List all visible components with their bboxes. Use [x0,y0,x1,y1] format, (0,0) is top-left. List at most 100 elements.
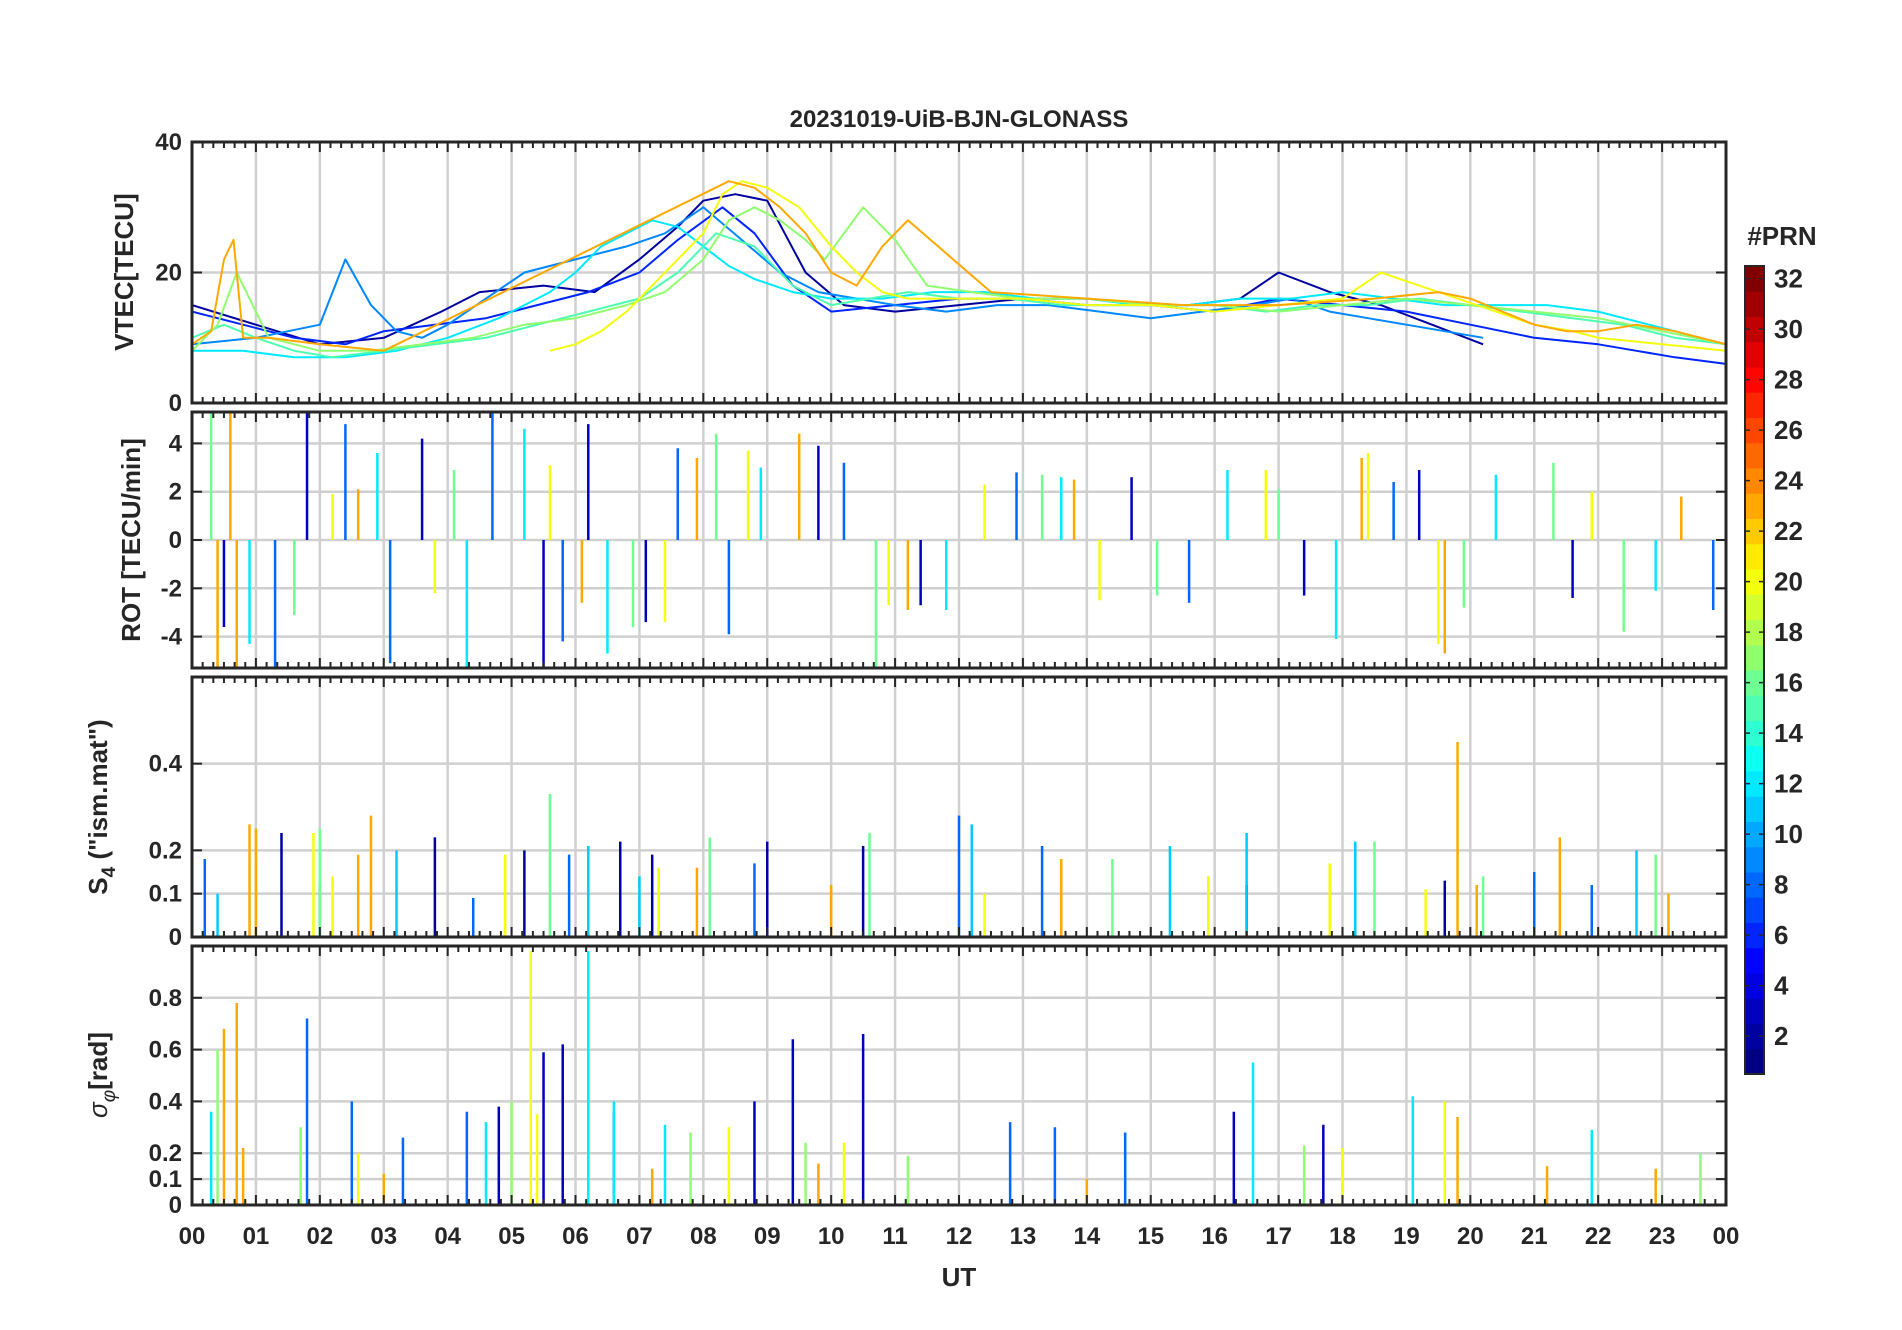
s4-ylabel-main: S [83,877,113,894]
x-tick-label: 07 [626,1223,653,1250]
colorbar-segment [1745,619,1764,646]
colorbar-ticks: 32 30 28 26 24 22 20 18 16 14 12 10 8 6 4 2 [1745,264,1803,1051]
colorbar-tick-label: 26 [1774,415,1803,445]
colorbar-segment [1745,745,1764,772]
series-line-prn-23 [192,180,1726,352]
colorbar-segment [1745,442,1764,469]
y-tick-label: 4 [169,430,183,457]
colorbar-frame [1744,265,1765,1075]
chart-title: 20231019-UiB-BJN-GLONASS [790,106,1129,133]
sigma-ylabel: σφ[rad] [83,1032,120,1118]
s4-ylabel: S4 ("ism.mat") [83,719,120,894]
colorbar-segment [1745,897,1764,923]
rot-ticks: -4 -2 0 2 4 [161,412,1726,668]
colorbar-segment [1745,569,1764,595]
colorbar-tick-label: 18 [1774,617,1803,647]
y-tick-label: 0 [169,1192,182,1219]
x-tick-label: 11 [882,1223,907,1250]
series-line-prn-2 [192,193,1484,346]
x-tick-label: 23 [1649,1223,1676,1250]
x-tick-label: 00 [179,1223,206,1250]
sigma-ylabel-rest: [rad] [83,1032,113,1090]
x-tick-label: 22 [1585,1223,1612,1250]
colorbar-tick-label: 2 [1774,1021,1788,1051]
colorbar-segment [1745,872,1764,898]
colorbar-title: #PRN [1747,221,1816,251]
sigma-ylabel-main: σ [83,1101,113,1118]
y-tick-label: 40 [155,129,182,156]
rot-ylabel: ROT [TECU/min] [116,438,146,642]
y-tick-label: 0 [169,390,182,417]
y-tick-label: -2 [161,575,182,602]
colorbar-segment [1745,796,1764,822]
panel-s4: 0 0.1 0.2 0.4 S4 ("ism.mat") [83,675,1728,951]
colorbar-segment [1745,670,1764,696]
vtec-ticks: 0 20 40 [155,129,1726,417]
x-tick-label: 02 [306,1223,333,1250]
x-tick-label: 13 [1010,1223,1037,1250]
series-line-prn-6 [192,206,1726,365]
colorbar-segment [1745,973,1764,999]
y-tick-label: 0 [169,924,182,951]
y-tick-label: 0 [169,527,182,554]
y-tick-label: 0.2 [149,837,182,864]
colorbar-segment [1745,291,1764,317]
x-tick-label: 03 [370,1223,397,1250]
colorbar-segment [1745,341,1764,368]
x-tick-label: 17 [1265,1223,1292,1250]
colorbar-tick-label: 28 [1774,365,1803,395]
s4-ticks: 0 0.1 0.2 0.4 [149,677,1726,951]
colorbar-tick-label: 12 [1774,769,1803,799]
vtec-series [192,180,1726,365]
x-axis-label: UT [942,1262,977,1292]
colorbar-tick-label: 10 [1774,819,1803,849]
colorbar-segment [1745,644,1764,671]
colorbar-tick-label: 20 [1774,567,1803,597]
x-tick-labels: 00 01 02 03 04 05 06 07 08 09 10 11 12 13 14 15 16 17 18 19… [179,1223,1740,1250]
y-tick-label: 0.2 [149,1140,182,1167]
x-tick-label: 12 [946,1223,973,1250]
colorbar-segment [1745,266,1764,292]
s4-ylabel-sub: 4 [99,866,120,877]
x-tick-label: 18 [1329,1223,1356,1250]
colorbar-segment [1745,468,1764,494]
colorbar-segment [1745,1048,1764,1075]
colorbar: #PRN 32 30 28 26 24 22 20 18 16 14 12 10 8 6 4 2 [1744,221,1817,1075]
colorbar-segments [1745,266,1764,1075]
x-tick-label: 16 [1201,1223,1228,1250]
colorbar-tick-label: 8 [1774,870,1788,900]
series-line-prn-12 [192,219,1726,359]
series-line-prn-20 [549,180,1726,352]
colorbar-tick-label: 4 [1774,971,1789,1001]
x-tick-label: 09 [754,1223,781,1250]
colorbar-segment [1745,947,1764,974]
sigma-ylabel-sub: φ [99,1090,120,1102]
colorbar-segment [1745,1023,1764,1050]
colorbar-segment [1745,846,1764,873]
x-tick-label: 00 [1713,1223,1740,1250]
x-tick-label: 08 [690,1223,717,1250]
rot-series [209,412,1715,668]
colorbar-segment [1745,392,1764,418]
colorbar-tick-label: 14 [1774,718,1803,748]
x-tick-label: 20 [1457,1223,1484,1250]
s4-series [203,742,1670,937]
x-tick-label: 21 [1521,1223,1548,1250]
x-tick-label: 10 [818,1223,845,1250]
y-tick-label: 0.8 [149,985,182,1012]
colorbar-segment [1745,316,1764,343]
y-tick-label: 2 [169,479,182,506]
colorbar-segment [1745,543,1764,570]
y-tick-label: 0.6 [149,1037,182,1064]
colorbar-tick-label: 16 [1774,668,1803,698]
colorbar-tick-label: 24 [1774,466,1803,496]
x-tick-label: 05 [498,1223,525,1250]
x-tick-label: 01 [243,1223,270,1250]
colorbar-segment [1745,518,1764,545]
colorbar-segment [1745,695,1764,721]
series-line-prn-9 [192,206,1484,346]
sigma-series [209,951,1702,1205]
y-tick-label: 0.1 [149,1166,182,1193]
colorbar-segment [1745,367,1764,393]
